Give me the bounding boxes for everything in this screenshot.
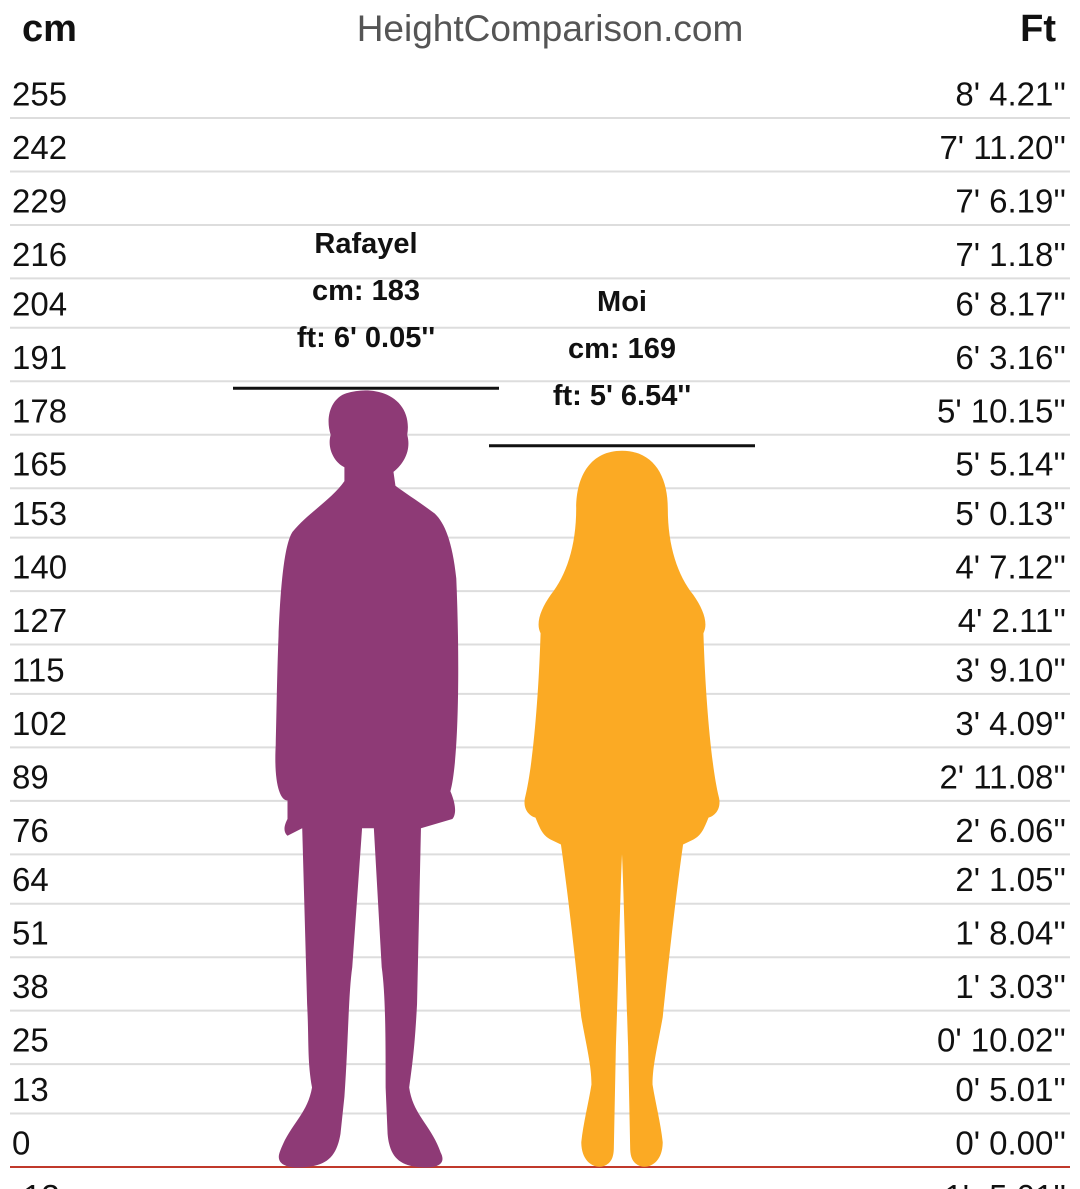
ft-tick-label: 4' 7.12'' bbox=[955, 549, 1066, 586]
cm-tick-label: 89 bbox=[12, 758, 49, 795]
cm-tick-label: 127 bbox=[12, 602, 67, 639]
cm-unit-label: cm bbox=[22, 8, 77, 50]
cm-tick-label: 255 bbox=[12, 76, 67, 113]
ft-tick-label: 6' 8.17'' bbox=[955, 285, 1066, 322]
cm-tick-label: 153 bbox=[12, 495, 67, 532]
ft-tick-label: 2' 1.05'' bbox=[955, 861, 1066, 898]
ft-tick-label: 7' 11.20'' bbox=[939, 129, 1066, 166]
ft-tick-label: 5' 0.13'' bbox=[955, 495, 1066, 532]
ft-tick-label: 3' 9.10'' bbox=[955, 651, 1066, 688]
cm-tick-label: 38 bbox=[12, 968, 49, 1005]
person-name-label: Rafayel bbox=[314, 228, 417, 260]
gridlines bbox=[10, 117, 1070, 1115]
male-silhouette bbox=[275, 390, 459, 1168]
ft-tick-label: 5' 10.15'' bbox=[937, 392, 1066, 429]
cm-tick-label: 102 bbox=[12, 705, 67, 742]
ft-tick-label: 2' 6.06'' bbox=[955, 812, 1066, 849]
cm-tick-label: 115 bbox=[12, 651, 65, 688]
person-cm-label: cm: 169 bbox=[568, 333, 676, 365]
cm-tick-label: 229 bbox=[12, 182, 67, 219]
ft-tick-label: 1' 8.04'' bbox=[955, 915, 1066, 952]
ft-tick-label: 7' 6.19'' bbox=[955, 182, 1066, 219]
cm-tick-label: 25 bbox=[12, 1022, 49, 1059]
cm-tick-label: 191 bbox=[12, 339, 67, 376]
ft-unit-label: Ft bbox=[1020, 8, 1056, 50]
cm-tick-label: 204 bbox=[12, 285, 67, 322]
cm-tick-label: 76 bbox=[12, 812, 49, 849]
ft-tick-label: 0' 0.00'' bbox=[955, 1125, 1066, 1162]
cm-tick-label: 140 bbox=[12, 549, 67, 586]
person-moi: Moi cm: 169 ft: 5' 6.54'' bbox=[489, 286, 755, 1167]
site-title: HeightComparison.com bbox=[356, 8, 744, 49]
ft-tick-label: 8' 4.21'' bbox=[955, 76, 1066, 113]
cm-tick-label: 242 bbox=[12, 129, 67, 166]
ft-tick-label: 3' 4.09'' bbox=[955, 705, 1066, 742]
ft-tick-label: -1' -5.01'' bbox=[933, 1178, 1066, 1189]
cm-tick-label: 0 bbox=[12, 1125, 30, 1162]
cm-tick-label: 51 bbox=[12, 915, 49, 952]
person-ft-label: ft: 5' 6.54'' bbox=[553, 380, 691, 412]
person-cm-label: cm: 183 bbox=[312, 275, 420, 307]
cm-tick-label: 216 bbox=[12, 236, 67, 273]
ft-tick-label: 1' 3.03'' bbox=[955, 968, 1066, 1005]
ft-tick-label: 0' 10.02'' bbox=[937, 1022, 1066, 1059]
ft-tick-label: 4' 2.11'' bbox=[958, 602, 1066, 639]
ft-tick-label: 0' 5.01'' bbox=[955, 1071, 1066, 1108]
ft-tick-label: 2' 11.08'' bbox=[939, 758, 1066, 795]
cm-tick-label: -13 bbox=[12, 1178, 60, 1189]
cm-tick-label: 178 bbox=[12, 392, 67, 429]
ft-tick-label: 6' 3.16'' bbox=[955, 339, 1066, 376]
person-rafayel: Rafayel cm: 183 ft: 6' 0.05'' bbox=[233, 228, 499, 1168]
cm-tick-label: 13 bbox=[12, 1071, 49, 1108]
person-ft-label: ft: 6' 0.05'' bbox=[297, 322, 435, 354]
cm-tick-label: 64 bbox=[12, 861, 49, 898]
person-name-label: Moi bbox=[597, 286, 647, 318]
ft-tick-label: 7' 1.18'' bbox=[955, 236, 1066, 273]
ft-tick-label: 5' 5.14'' bbox=[955, 446, 1066, 483]
female-silhouette bbox=[524, 450, 720, 1167]
cm-tick-label: 165 bbox=[12, 446, 67, 483]
tick-labels: 255 8' 4.21'' 242 7' 11.20'' 229 7' 6.19'' 216… bbox=[12, 76, 1066, 1189]
